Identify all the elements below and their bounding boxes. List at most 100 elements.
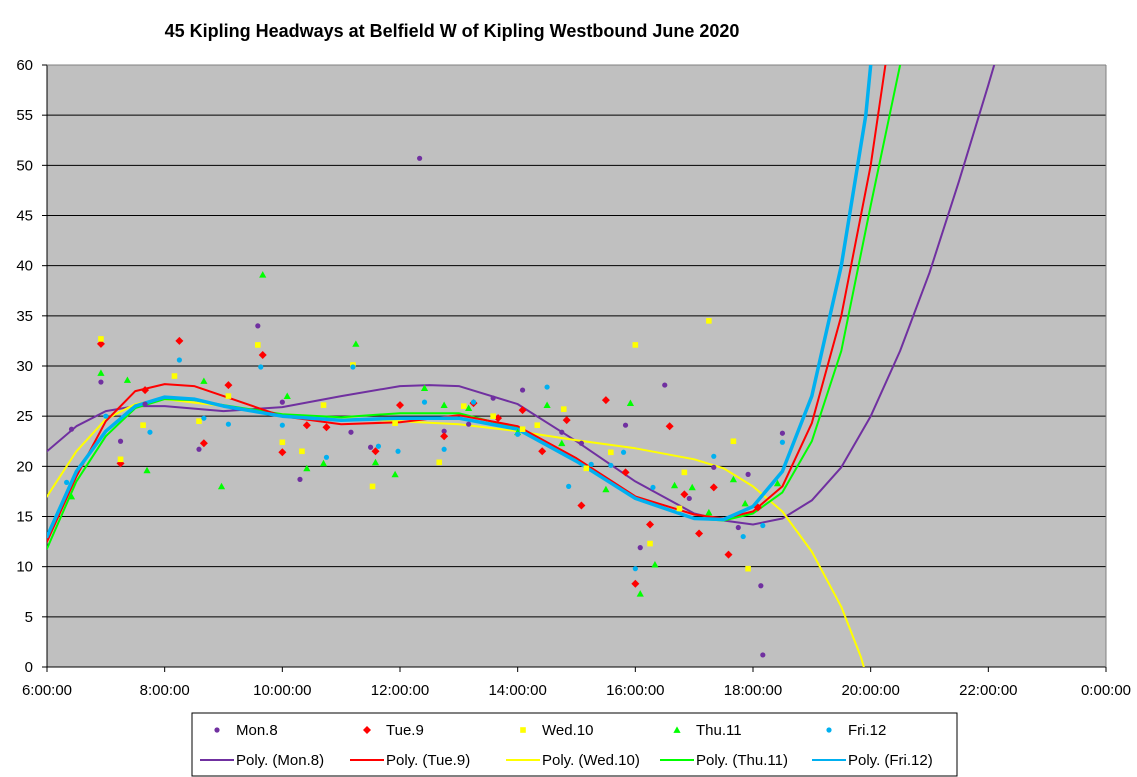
point-tue-9 xyxy=(577,501,586,510)
point-mon-8 xyxy=(297,476,303,482)
point-wed-10 xyxy=(369,483,376,490)
point-thu-11 xyxy=(741,499,749,507)
legend-label: Poly. (Wed.10) xyxy=(542,752,640,769)
point-tue-9 xyxy=(709,483,718,492)
legend-item: Poly. (Fri.12) xyxy=(812,752,933,769)
x-tick-label: 22:00:00 xyxy=(959,682,1017,699)
y-tick-label: 35 xyxy=(16,308,33,325)
point-tue-9 xyxy=(631,579,640,588)
point-wed-10 xyxy=(255,342,261,348)
trendline-poly-tue-9 xyxy=(47,65,887,543)
point-tue-9 xyxy=(278,448,287,457)
point-wed-10 xyxy=(279,439,286,446)
point-fri-12 xyxy=(103,413,109,419)
y-tick-label: 10 xyxy=(16,559,33,576)
point-mon-8 xyxy=(662,382,668,388)
legend-item: Poly. (Tue.9) xyxy=(350,752,470,769)
point-wed-10 xyxy=(320,402,327,408)
point-thu-11 xyxy=(729,475,737,483)
point-thu-11 xyxy=(543,401,551,409)
point-thu-11 xyxy=(391,470,399,478)
point-mon-8 xyxy=(466,421,472,427)
x-tick-label: 18:00:00 xyxy=(724,682,782,699)
x-tick-label: 20:00:00 xyxy=(841,682,899,699)
point-fri-12 xyxy=(632,566,638,572)
legend-box xyxy=(191,712,958,777)
point-fri-12 xyxy=(323,454,330,460)
point-thu-11 xyxy=(303,464,311,472)
legend-item: Poly. (Mon.8) xyxy=(200,752,324,769)
point-fri-12 xyxy=(279,422,285,428)
point-fri-12 xyxy=(395,448,401,454)
legend-swatch-circle xyxy=(214,727,220,733)
point-wed-10 xyxy=(98,336,104,342)
point-wed-10 xyxy=(171,373,178,379)
point-fri-12 xyxy=(760,522,766,529)
point-mon-8 xyxy=(760,652,766,658)
point-thu-11 xyxy=(688,483,696,491)
point-mon-8 xyxy=(142,401,148,407)
point-wed-10 xyxy=(706,318,712,324)
point-fri-12 xyxy=(566,483,572,489)
y-tick-label: 30 xyxy=(16,358,33,375)
point-tue-9 xyxy=(601,396,610,405)
x-tick-label: 8:00:00 xyxy=(140,682,190,699)
point-mon-8 xyxy=(117,438,124,444)
y-tick-label: 0 xyxy=(25,659,33,676)
point-thu-11 xyxy=(371,458,380,466)
legend-swatch-circle xyxy=(826,727,832,733)
point-fri-12 xyxy=(608,462,614,468)
point-fri-12 xyxy=(711,453,717,459)
point-fri-12 xyxy=(515,431,521,437)
point-wed-10 xyxy=(676,505,683,512)
point-thu-11 xyxy=(773,479,782,487)
point-wed-10 xyxy=(560,406,567,412)
trendline-poly-mon-8 xyxy=(47,65,996,526)
legend-label: Mon.8 xyxy=(236,722,278,739)
point-thu-11 xyxy=(636,590,644,597)
point-thu-11 xyxy=(217,482,226,490)
y-axis-tick-labels: 0 5 10 15 20 25 30 35 40 45 50 55 60 xyxy=(16,57,33,676)
point-wed-10 xyxy=(730,438,737,445)
point-wed-10 xyxy=(583,465,590,472)
point-fri-12 xyxy=(544,384,550,390)
point-tue-9 xyxy=(646,520,655,529)
point-fri-12 xyxy=(779,439,786,445)
point-mon-8 xyxy=(758,583,764,589)
point-fri-12 xyxy=(375,443,382,449)
legend-swatch-diamond xyxy=(363,726,371,734)
point-wed-10 xyxy=(632,342,639,348)
y-tick-label: 50 xyxy=(16,157,33,174)
point-thu-11 xyxy=(420,384,429,391)
legend-item: Poly. (Thu.11) xyxy=(660,752,788,769)
point-thu-11 xyxy=(626,399,635,407)
point-thu-11 xyxy=(465,404,473,412)
point-tue-9 xyxy=(621,468,630,477)
point-mon-8 xyxy=(68,426,75,432)
point-tue-9 xyxy=(322,423,331,432)
point-fri-12 xyxy=(470,399,477,405)
point-tue-9 xyxy=(440,432,449,441)
point-thu-11 xyxy=(705,508,713,516)
point-thu-11 xyxy=(319,459,328,467)
legend-item: Fri.12 xyxy=(826,722,886,739)
point-wed-10 xyxy=(140,422,146,428)
point-fri-12 xyxy=(350,364,356,370)
legend-label: Tue.9 xyxy=(386,722,424,739)
point-tue-9 xyxy=(538,447,547,456)
x-tick-label: 12:00:00 xyxy=(371,682,429,699)
point-mon-8 xyxy=(417,155,423,161)
point-tue-9 xyxy=(680,490,689,499)
legend-item: Wed.10 xyxy=(520,722,593,739)
point-wed-10 xyxy=(490,413,496,419)
legend-swatch-square xyxy=(520,727,526,733)
x-axis-tick-labels: 6:00:00 8:00:00 10:00:00 12:00:00 14:00:00 16… xyxy=(22,682,1131,699)
point-mon-8 xyxy=(490,395,496,401)
legend-swatch-triangle xyxy=(673,726,681,733)
point-fri-12 xyxy=(421,399,428,405)
point-thu-11 xyxy=(200,377,208,384)
legend-label: Poly. (Tue.9) xyxy=(386,752,470,769)
point-mon-8 xyxy=(441,428,447,434)
point-wed-10 xyxy=(608,449,614,456)
point-tue-9 xyxy=(199,439,208,448)
